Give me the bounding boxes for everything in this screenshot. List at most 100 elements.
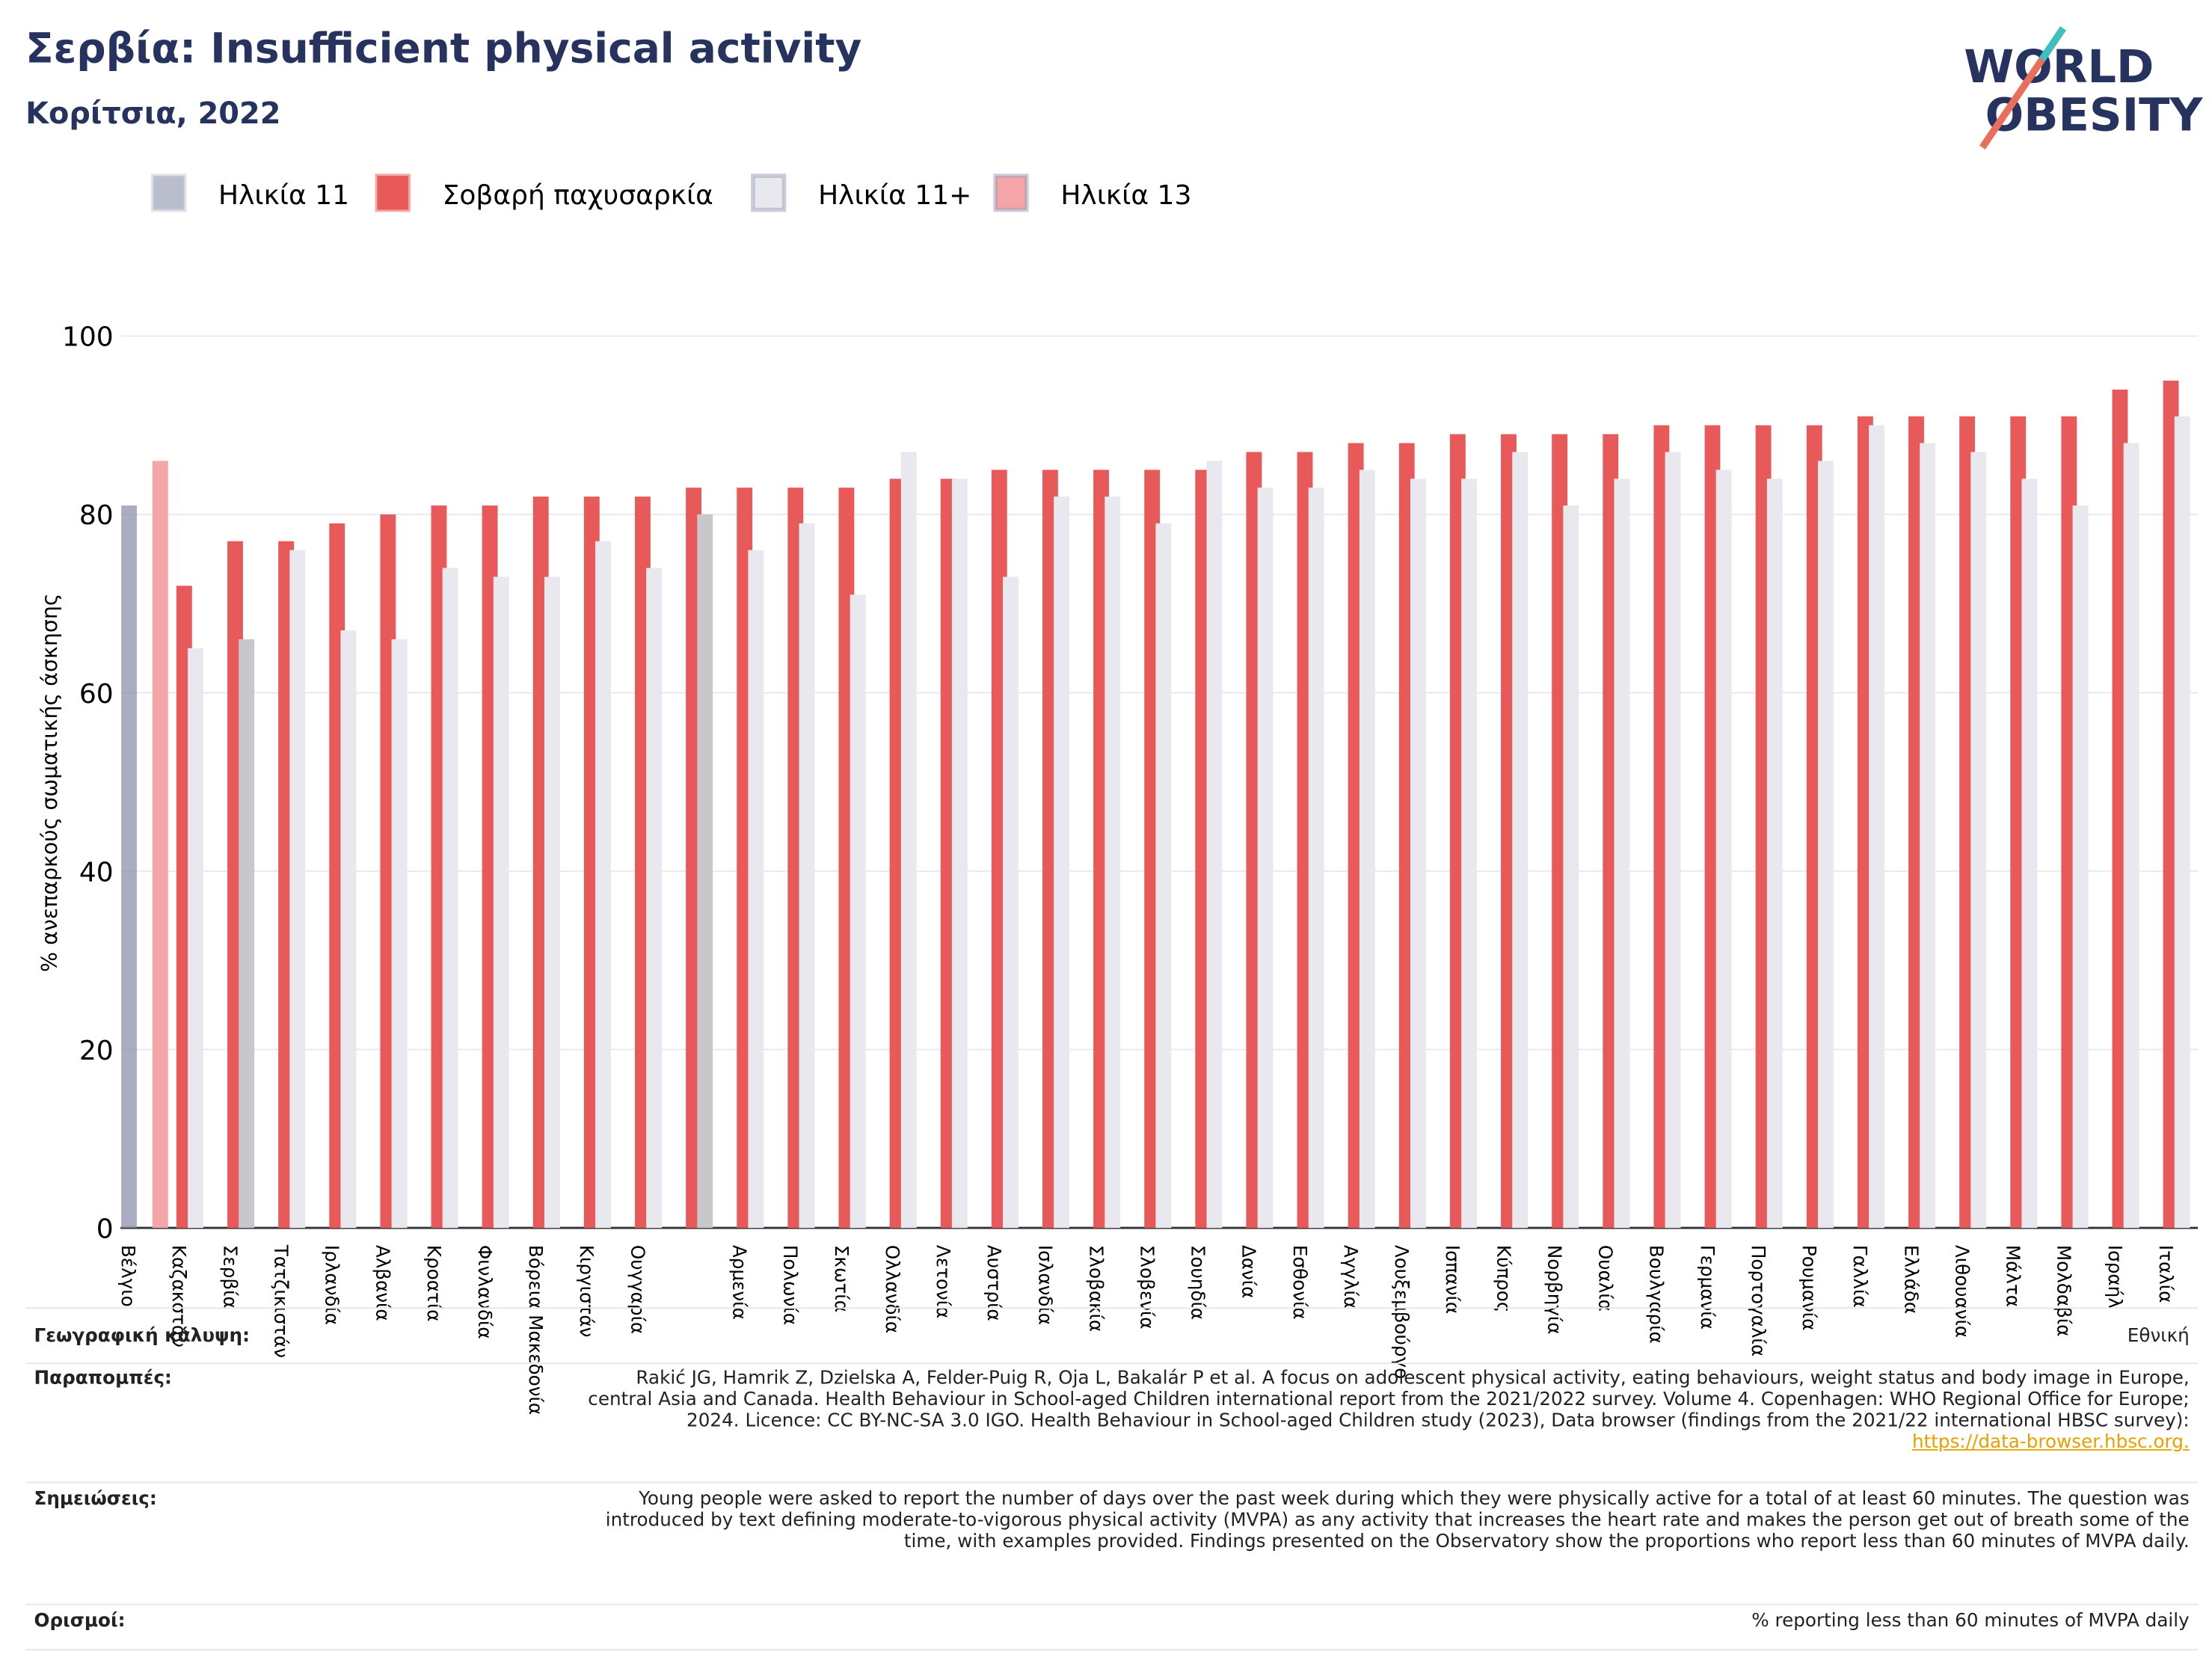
legend-label: Σοβαρή παχυσαρκία (443, 180, 713, 211)
y-tick-label: 40 (79, 857, 114, 888)
x-tick-label: Αρμενία (729, 1245, 751, 1320)
bar (1766, 479, 1783, 1229)
legend-marker (993, 173, 1029, 212)
x-tick-label: Σκωτία (831, 1245, 852, 1312)
x-tick-label: Ισπανία (1442, 1245, 1463, 1314)
x-tick-label: Βόρεια Μακεδονία (525, 1245, 547, 1415)
logo-text: WORLD (1964, 41, 2154, 93)
bar (951, 479, 968, 1229)
note-row: Παραπομπές: Rakić JG, Hamrik Z, Dzielska … (25, 1361, 2199, 1484)
x-tick-label: Κιργιστάν (576, 1245, 597, 1338)
bar (646, 568, 663, 1229)
bar (1257, 488, 1274, 1229)
y-tick-label: 60 (79, 679, 114, 710)
bar (152, 461, 168, 1229)
bar (2021, 479, 2038, 1229)
note-row: Ορισμοί: % reporting less than 60 minutes… (25, 1604, 2199, 1651)
x-tick-label: Λιθουανία (1951, 1245, 1973, 1338)
bar (697, 514, 713, 1229)
bar (239, 639, 255, 1229)
legend-label: Ηλικία 13 (1060, 180, 1191, 211)
bar (1054, 497, 1070, 1229)
bar (1105, 497, 1121, 1229)
x-tick-label: Κροατία (423, 1245, 445, 1322)
legend-label: Ηλικία 11+ (818, 180, 971, 211)
bar (1665, 452, 1681, 1229)
bar (1410, 479, 1426, 1229)
x-tick-label: Μάλτα (2003, 1245, 2024, 1307)
bar (1308, 488, 1324, 1229)
x-tick-label: Ρουμανία (1798, 1245, 1820, 1330)
bar (1461, 479, 1477, 1229)
bar (1512, 452, 1529, 1229)
subtitle: Κορίτσια, 2022 (25, 96, 280, 131)
bar (2072, 505, 2089, 1229)
legend-marker (375, 173, 411, 212)
note-label: Ορισμοί: (34, 1611, 126, 1632)
x-tick-label: Μολδαβία (2053, 1245, 2075, 1337)
bar (544, 577, 560, 1229)
bar (121, 505, 137, 1229)
bar (493, 577, 509, 1229)
note-text-body: Εθνική (2127, 1325, 2190, 1347)
bar (595, 541, 611, 1229)
title: Σερβία: Insufficient physical activity (25, 24, 861, 72)
x-tick-label: Καζακστάν (168, 1245, 190, 1347)
bar (188, 648, 203, 1229)
bar (1817, 461, 1834, 1229)
note-label: Σημειώσεις: (34, 1489, 157, 1510)
bar (1715, 470, 1732, 1229)
legend-label: Ηλικία 11 (218, 180, 349, 211)
x-tick-label: Βουλγαρία (1646, 1245, 1668, 1344)
x-tick-label: Εσθονία (1289, 1245, 1311, 1320)
y-tick-label: 0 (96, 1214, 114, 1244)
bar (289, 550, 306, 1229)
x-tick-label: Ισραήλ (2104, 1245, 2126, 1309)
note-text-body: Rakić JG, Hamrik Z, Dzielska A, Felder-P… (588, 1368, 2190, 1433)
x-tick-label: Λουξεμβούργο (1391, 1245, 1413, 1379)
bar (1359, 470, 1375, 1229)
reference-link[interactable]: https://data-browser.hbsc.org. (1911, 1432, 2190, 1454)
bar (391, 639, 408, 1229)
bar (1614, 479, 1630, 1229)
bar (340, 630, 357, 1229)
note-text-body: Young people were asked to report the nu… (605, 1489, 2190, 1553)
note-label: Γεωγραφική κάλυψη: (34, 1325, 250, 1347)
x-tick-label: Ιταλία (2155, 1245, 2177, 1303)
bar (2123, 443, 2139, 1229)
y-tick-label: 100 (62, 322, 114, 353)
x-tick-label: Δανία (1238, 1245, 1260, 1298)
x-tick-label: Γαλλία (1849, 1245, 1871, 1308)
y-tick-label: 80 (79, 500, 114, 531)
bar (2174, 416, 2190, 1229)
note-row: Γεωγραφική κάλυψη: Εθνική (25, 1307, 2199, 1365)
x-tick-label: Τατζικιστάν (270, 1244, 292, 1358)
legend-marker (751, 173, 787, 212)
y-axis-label: % ανεπαρκούς σωματικής άσκησης (37, 593, 62, 972)
bar (900, 452, 917, 1229)
note-text-body: % reporting less than 60 minutes of MVPA… (1751, 1611, 2190, 1632)
x-tick-label: Ουαλία (1595, 1245, 1617, 1312)
x-tick-label: Ισλανδία (1034, 1245, 1056, 1325)
bar (1563, 505, 1579, 1229)
bar (1920, 443, 1936, 1229)
bar (748, 550, 764, 1229)
bar (1970, 452, 1987, 1229)
bar (442, 568, 458, 1229)
bar (1869, 425, 1884, 1229)
logo-text: OBESITY (1985, 89, 2204, 141)
bar (1003, 577, 1019, 1229)
note-label: Παραπομπές: (34, 1368, 172, 1390)
note-text: Εθνική (587, 1326, 2190, 1347)
bar (850, 594, 866, 1229)
y-tick-label: 20 (79, 1036, 114, 1066)
x-tick-label: Νορβηγία (1543, 1245, 1565, 1335)
bar (1155, 523, 1172, 1229)
x-tick-label: Γερμανία (1697, 1245, 1718, 1330)
x-tick-label: Αγγλία (1340, 1245, 1362, 1309)
x-tick-label: Σλοβενία (1136, 1245, 1158, 1330)
note-row: Σημειώσεις: Young people were asked to re… (25, 1482, 2199, 1605)
x-tick-label: Σλοβακία (1085, 1245, 1107, 1332)
